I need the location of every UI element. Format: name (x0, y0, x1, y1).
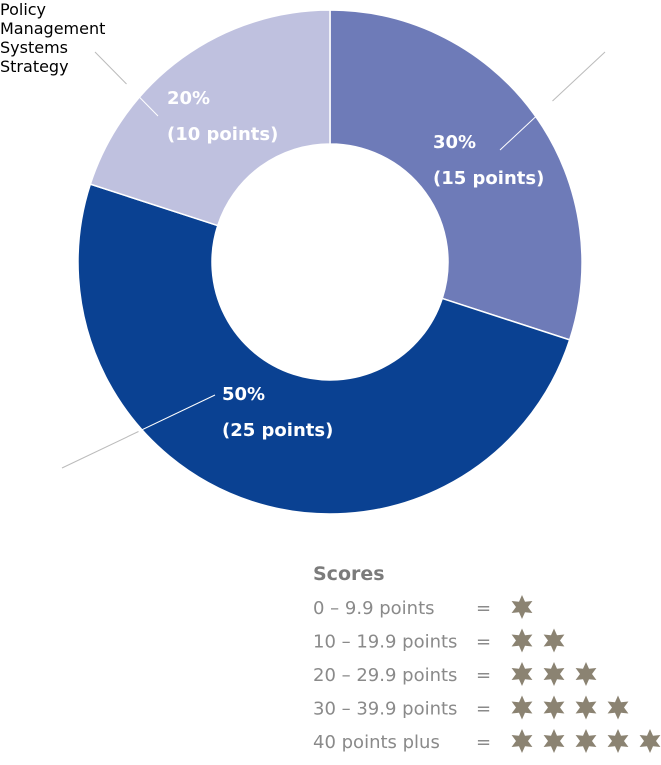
category-label: Management Systems (0, 19, 106, 57)
scores-title: Scores (313, 563, 385, 585)
score-sign: = (476, 732, 491, 753)
star (607, 695, 629, 720)
value-label: 20% (167, 88, 210, 109)
score-range: 30 – 39.9 points (313, 699, 457, 720)
score-sign: = (476, 598, 491, 619)
donut-slice (329, 9, 583, 341)
leader-line (94, 51, 127, 85)
star (543, 695, 565, 720)
star (543, 729, 565, 753)
category-label: Policy (0, 0, 47, 19)
star (575, 695, 597, 720)
star (511, 662, 533, 686)
score-range: 10 – 19.9 points (313, 632, 457, 653)
score-sign: = (476, 632, 491, 653)
star (575, 662, 597, 686)
score-range: 40 points plus (313, 732, 440, 753)
score-range: 20 – 29.9 points (313, 665, 457, 686)
star (639, 729, 661, 753)
leader-line (61, 431, 139, 469)
points-label: (25 points) (222, 420, 333, 441)
star (511, 729, 533, 753)
score-range: 0 – 9.9 points (313, 598, 435, 619)
star (511, 595, 533, 619)
donut-slice (77, 183, 571, 515)
score-sign: = (476, 699, 491, 720)
star (543, 662, 565, 686)
value-label: 30% (433, 132, 476, 153)
category-label: Strategy (0, 57, 69, 76)
star (607, 729, 629, 753)
value-label: 50% (222, 384, 265, 405)
star (575, 729, 597, 753)
star (511, 628, 533, 653)
score-sign: = (476, 665, 491, 686)
star (511, 695, 533, 720)
points-label: (10 points) (167, 124, 278, 145)
donut-slice (89, 9, 331, 227)
star (543, 628, 565, 653)
leader-line (552, 51, 606, 102)
points-label: (15 points) (433, 168, 544, 189)
